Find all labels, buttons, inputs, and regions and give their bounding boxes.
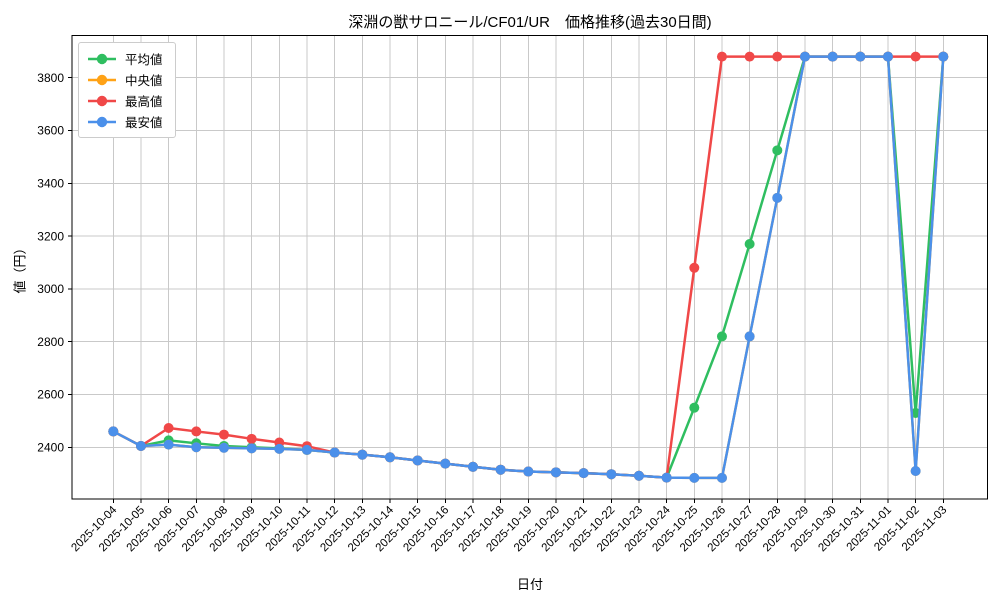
legend-label: 平均値 [125,53,163,67]
plot-spines [71,35,988,500]
svg-text:2600: 2600 [37,388,64,402]
legend-median-marker-icon [88,74,116,85]
svg-text:3400: 3400 [37,177,64,191]
svg-text:3800: 3800 [37,71,64,85]
legend-item-min: 最安値 [87,111,163,132]
legend-min-marker-icon [88,116,116,127]
legend-item-median: 中央値 [87,69,163,90]
y-axis-label: 値（円） [12,241,28,294]
legend-label: 最安値 [125,116,163,130]
x-axis-label: 日付 [516,577,543,592]
legend-label: 最高値 [125,95,163,109]
axis-ticks [68,77,944,503]
legend-max-marker-icon [88,95,116,106]
svg-text:3000: 3000 [37,282,64,296]
svg-text:3200: 3200 [37,229,64,243]
svg-text:2400: 2400 [37,440,64,454]
x-tick-labels: 2025-10-042025-10-052025-10-062025-10-07… [69,504,949,555]
plot-grid [72,35,988,499]
legend-item-avg: 平均値 [87,48,163,69]
chart-title: 深淵の獣サロニール/CF01/UR 価格推移(過去30日間) [348,14,712,31]
svg-text:2800: 2800 [37,335,64,349]
y-tick-labels: 2400 2600 2800 3000 3200 3400 3600 3800 [37,71,64,455]
legend-item-max: 最高値 [87,90,163,111]
chart-legend: 平均値中央値最高値最安値 [78,42,176,138]
series-min-markers [108,51,949,483]
svg-text:3600: 3600 [37,124,64,138]
legend-avg-marker-icon [88,53,116,64]
legend-label: 中央値 [125,74,163,88]
